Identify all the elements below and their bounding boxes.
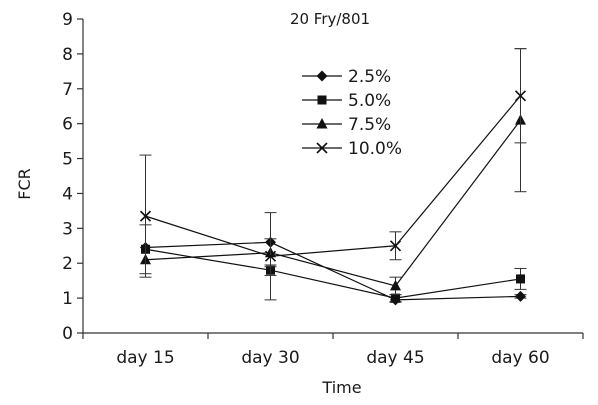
data-point — [514, 90, 527, 102]
series-line — [145, 119, 521, 287]
legend-item: 5.0% — [302, 91, 391, 111]
x-tick-label: day 30 — [241, 348, 299, 368]
series-diamond — [140, 236, 527, 306]
y-axis-title: FCR — [15, 168, 34, 200]
data-point — [515, 290, 526, 302]
legend-marker — [316, 70, 328, 82]
series-line — [145, 95, 521, 257]
legend: 2.5% 5.0% 7.5% 10.0% — [302, 67, 402, 159]
y-tick-label: 3 — [62, 219, 73, 239]
legend-marker — [317, 95, 327, 105]
y-tick-label: 4 — [62, 184, 73, 204]
x-tick-label: day 60 — [491, 348, 549, 368]
data-point — [516, 274, 525, 284]
x-tick-label: day 45 — [366, 348, 424, 368]
y-tick-label: 2 — [62, 254, 73, 274]
data-point — [139, 210, 152, 222]
x-ticks: day 15 day 30 day 45 day 60 — [82, 333, 584, 368]
series-line — [145, 241, 521, 301]
data-point — [264, 250, 277, 262]
y-tick-label: 8 — [62, 45, 73, 65]
y-tick-label: 5 — [62, 150, 73, 170]
y-tick-label: 0 — [62, 324, 73, 344]
legend-label: 7.5% — [348, 115, 391, 135]
legend-item: 10.0% — [302, 139, 402, 159]
chart-title: 20 Fry/801 — [290, 10, 370, 28]
y-tick-label: 9 — [62, 10, 73, 30]
legend-item: 2.5% — [302, 67, 391, 87]
data-point — [389, 240, 402, 252]
legend-item: 7.5% — [302, 115, 391, 135]
legend-marker — [316, 142, 328, 154]
data-point — [391, 293, 400, 303]
x-tick-label: day 15 — [116, 348, 174, 368]
y-tick-label: 6 — [62, 115, 73, 135]
series-line — [145, 248, 521, 299]
legend-label: 2.5% — [348, 67, 391, 87]
plot-area — [139, 48, 527, 306]
y-ticks: 0 1 2 3 4 5 6 7 8 9 — [62, 10, 83, 344]
data-point — [390, 279, 401, 291]
legend-label: 5.0% — [348, 91, 391, 111]
legend-marker — [316, 118, 328, 129]
series-x — [139, 48, 527, 301]
series-square — [139, 224, 527, 303]
y-tick-label: 1 — [62, 289, 73, 309]
y-tick-label: 7 — [62, 80, 73, 100]
x-axis-title: Time — [321, 378, 361, 397]
legend-label: 10.0% — [348, 139, 402, 159]
